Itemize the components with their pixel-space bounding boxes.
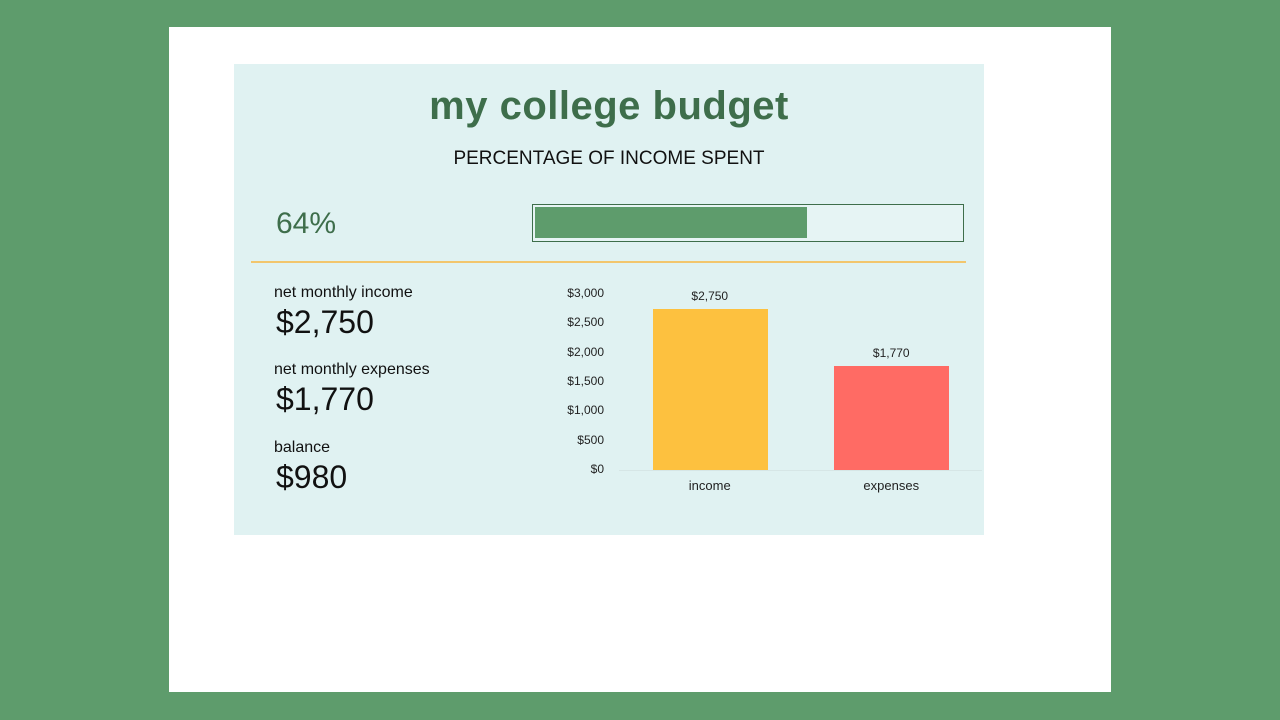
y-tick-label: $2,500: [567, 315, 604, 330]
y-tick-label: $3,000: [567, 286, 604, 300]
income-value: $2,750: [276, 304, 374, 340]
expenses-label: net monthly expenses: [274, 361, 430, 378]
y-tick-label: $1,500: [567, 374, 604, 388]
percent-spent-value: 64%: [276, 207, 337, 240]
bar-income: [652, 308, 768, 470]
progress-bar-fill: [535, 207, 807, 238]
y-tick-label: $2,000: [567, 344, 604, 359]
income-expenses-chart: $0 $500 $1,000 $1,500 $2,000 $2,500 $3,000 $2,7…: [554, 284, 984, 524]
page-title: my college budget: [429, 84, 789, 128]
subtitle: PERCENTAGE OF INCOME SPENT: [453, 148, 765, 169]
data-label: $2,750: [691, 288, 729, 303]
balance-label: balance: [274, 439, 331, 456]
expenses-value: $1,770: [276, 381, 374, 417]
income-label: net monthly income: [274, 284, 413, 301]
bar-expenses: [834, 366, 950, 470]
progress-bar: [532, 204, 964, 242]
data-label: $1,770: [872, 346, 910, 361]
x-tick-label: income: [688, 478, 731, 493]
x-tick-label: expenses: [863, 478, 920, 493]
budget-panel: my college budget PERCENTAGE OF INCOME S…: [234, 64, 984, 535]
y-tick-label: $500: [577, 432, 604, 447]
y-tick-label: $1,000: [567, 403, 604, 418]
y-tick-label: $0: [590, 462, 604, 476]
x-axis-line: [619, 470, 982, 471]
divider: [251, 261, 966, 263]
balance-value: $980: [276, 459, 348, 495]
